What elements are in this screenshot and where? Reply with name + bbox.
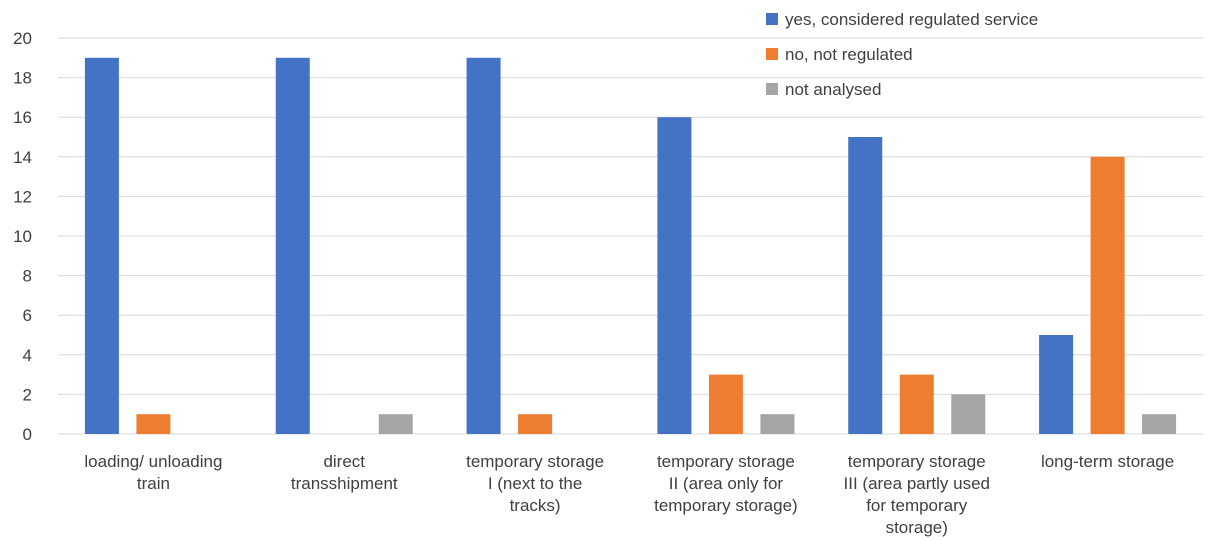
x-category-label-line: temporary storage <box>848 452 986 471</box>
legend-swatch <box>766 13 778 25</box>
x-category-label-line: I (next to the <box>488 474 583 493</box>
bar-no <box>899 374 934 434</box>
bar-yes <box>466 57 501 435</box>
bar-not-analysed <box>760 414 795 434</box>
x-category-label-line: tracks) <box>510 496 561 515</box>
y-tick-label: 16 <box>13 108 32 127</box>
x-category-label-line: III (area partly used <box>844 474 990 493</box>
y-tick-label: 0 <box>23 425 32 444</box>
x-category-label-line: transshipment <box>291 474 398 493</box>
x-category-label-line: long-term storage <box>1041 452 1174 471</box>
x-category-label-line: temporary storage <box>657 452 795 471</box>
bar-yes <box>275 57 310 435</box>
x-category-label-line: temporary storage) <box>654 496 798 515</box>
x-category-label-line: direct <box>323 452 365 471</box>
y-tick-label: 12 <box>13 187 32 206</box>
y-tick-label: 14 <box>13 148 32 167</box>
bar-yes <box>84 57 119 435</box>
x-category-label: temporary storage I (next to the tracks) <box>466 452 604 515</box>
y-tick-label: 20 <box>13 29 32 48</box>
x-category-label-line: for temporary <box>866 496 968 515</box>
x-category-label-line: loading/ unloading <box>84 452 222 471</box>
legend-label: not analysed <box>785 80 881 99</box>
bar-no <box>708 374 743 434</box>
y-tick-label: 4 <box>23 346 32 365</box>
y-tick-label: 6 <box>23 306 32 325</box>
legend-label: yes, considered regulated service <box>785 10 1038 29</box>
x-category-label: temporary storage III (area partly used fo… <box>844 452 990 537</box>
bar-no <box>136 414 171 434</box>
legend-label: no, not regulated <box>785 45 913 64</box>
bar-yes <box>657 117 692 434</box>
x-category-label: loading/ unloading train <box>84 452 222 493</box>
legend-swatch <box>766 48 778 60</box>
x-category-label-line: storage) <box>886 518 948 537</box>
x-category-label: temporary storage II (area only for tempor… <box>654 452 798 515</box>
y-tick-label: 2 <box>23 385 32 404</box>
legend-swatch <box>766 83 778 95</box>
x-category-label-line: II (area only for <box>669 474 784 493</box>
bar-not-analysed <box>951 394 986 434</box>
bar-yes <box>848 137 883 434</box>
y-tick-label: 18 <box>13 69 32 88</box>
bar-not-analysed <box>1142 414 1177 434</box>
y-tick-label: 8 <box>23 267 32 286</box>
bar-no <box>518 414 553 434</box>
bar-not-analysed <box>378 414 413 434</box>
x-category-label-line: train <box>137 474 170 493</box>
y-tick-label: 10 <box>13 227 32 246</box>
bar-no <box>1090 156 1125 435</box>
bar-yes <box>1039 335 1074 434</box>
x-category-label: long-term storage <box>1041 452 1174 471</box>
x-category-label: direct transshipment <box>291 452 398 493</box>
x-category-label-line: temporary storage <box>466 452 604 471</box>
